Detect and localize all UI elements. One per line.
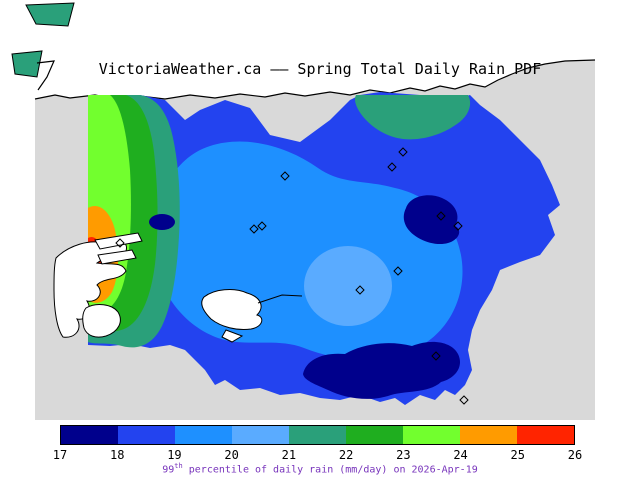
- colorbar-segment-25-26: [517, 426, 574, 444]
- contour-20-21: [304, 246, 392, 326]
- station-marker: [387, 162, 397, 172]
- colorbar-segment-20-21: [232, 426, 289, 444]
- colorbar-segment-17-18: [61, 426, 118, 444]
- station-marker: [398, 147, 408, 157]
- station-marker: [249, 224, 259, 234]
- station-marker: [453, 221, 463, 231]
- colorbar-caption: 99th percentile of daily rain (mm/day) o…: [0, 462, 640, 475]
- offmap-patch-left: [11, 50, 43, 78]
- colorbar: [60, 425, 575, 445]
- chart-title: VictoriaWeather.ca –– Spring Total Daily…: [98, 60, 542, 78]
- colorbar-segment-24-25: [460, 426, 517, 444]
- water-channel-2: [97, 249, 137, 265]
- station-marker: [393, 266, 403, 276]
- coast-fragment-topleft: [36, 60, 55, 91]
- offmap-patch-top: [25, 2, 75, 27]
- contour-min-east: [403, 195, 460, 245]
- water-patch-south: [82, 304, 121, 338]
- contour-min-south: [303, 341, 461, 399]
- river-line: [257, 294, 303, 304]
- colorbar-segment-19-20: [175, 426, 232, 444]
- contour-min-west: [149, 214, 175, 230]
- station-marker: [459, 395, 469, 405]
- station-marker: [431, 351, 441, 361]
- water-pond: [221, 329, 244, 343]
- caption-rest: percentile of daily rain (mm/day) on 202…: [182, 464, 478, 476]
- station-marker: [115, 238, 125, 248]
- caption-prefix: 99: [162, 464, 175, 476]
- station-markers: [115, 147, 469, 405]
- station-marker: [280, 171, 290, 181]
- caption-superscript: th: [174, 462, 183, 470]
- water-lake: [201, 289, 263, 330]
- contour-teal-top: [355, 95, 471, 140]
- station-marker: [257, 221, 267, 231]
- colorbar-segment-21-22: [289, 426, 346, 444]
- colorbar-segment-23-24: [403, 426, 460, 444]
- station-marker: [436, 211, 446, 221]
- colorbar-segment-18-19: [118, 426, 175, 444]
- colorbar-segment-22-23: [346, 426, 403, 444]
- station-marker: [355, 285, 365, 295]
